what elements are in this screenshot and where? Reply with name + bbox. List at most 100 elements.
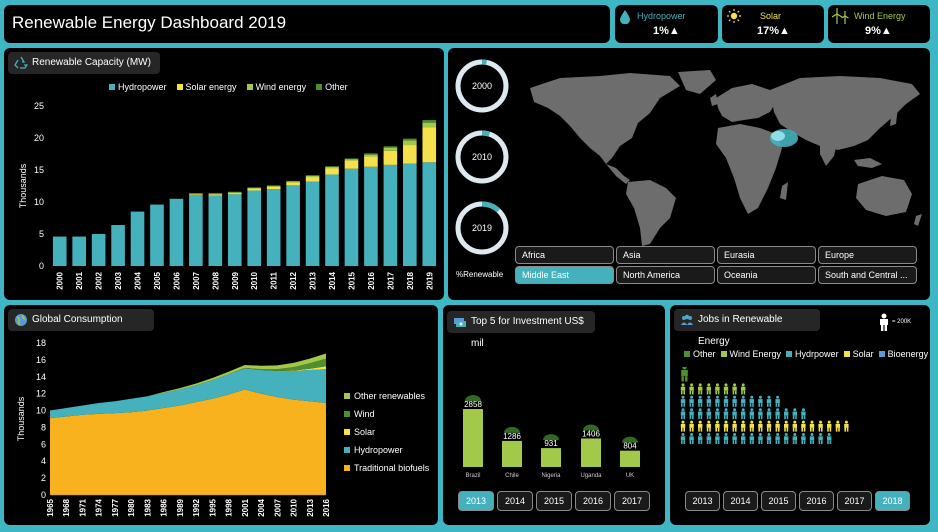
person-icon [680,408,686,420]
person-leg [778,415,780,420]
x-tick-label: 2018 [406,271,415,289]
person-leg [760,415,763,420]
legend-item: Wind [344,405,429,423]
person-head [715,408,719,412]
person-head [750,408,754,412]
legend-label: Traditional biofuels [354,463,430,473]
person-leg [827,440,829,444]
person-leg [775,403,778,407]
person-leg [724,415,726,420]
bar-solar-energy [344,160,359,169]
data-label: 2858 [464,400,482,409]
person-head [758,395,762,399]
person-leg [829,440,832,444]
person-head [784,433,788,436]
region-button[interactable]: North America [616,266,715,284]
bar-solar-energy [383,150,398,165]
data-label: 931 [544,439,558,448]
person-body [723,386,729,391]
page-title: Renewable Energy Dashboard 2019 [12,13,287,32]
person-icon [715,420,720,432]
bar-hydropower [364,166,378,266]
year-button[interactable]: 2017 [837,491,872,511]
region-button[interactable]: Eurasia [717,246,816,264]
bar-other [247,187,262,188]
person-body [784,423,789,428]
person-leg [732,440,735,444]
year-button[interactable]: 2017 [614,491,650,511]
bar-other [286,180,300,182]
year-button[interactable]: 2015 [536,491,572,511]
person-leg [821,428,823,432]
bar-wind-energy [286,181,300,183]
person-leg [767,403,769,407]
person-leg [717,440,720,444]
region-button[interactable]: Europe [818,246,917,264]
person-leg [689,428,692,432]
x-tick-label: 2016 [367,271,376,289]
year-button[interactable]: 2013 [685,491,720,511]
person-body [706,411,711,416]
person-icon [732,420,737,432]
person-body [801,423,806,428]
person-head [836,420,840,424]
person-head [758,433,762,436]
year-button[interactable]: 2018 [875,491,910,511]
bar-cap [465,395,481,401]
donut-caption: %Renewable [456,270,504,279]
person-body [732,436,737,441]
legend-item: Hydropower [344,441,429,459]
person-leg [775,428,778,432]
person-icon [723,383,729,395]
x-tick-label: 2004 [257,498,266,516]
person-head [681,383,685,387]
year-button[interactable]: 2014 [497,491,533,511]
person-head [698,383,702,387]
person-icon [792,433,797,444]
person-head [715,383,719,387]
investment-bar [620,450,640,467]
year-button[interactable]: 2013 [458,491,494,511]
person-icon [732,383,737,395]
person-leg [732,428,735,432]
sun-icon [727,9,741,23]
person-head [724,408,728,412]
bar-cap [622,436,638,443]
x-tick-label: Chile [505,473,519,479]
region-button[interactable]: Africa [515,246,614,264]
person-body [818,436,823,441]
year-button[interactable]: 2015 [761,491,796,511]
year-button[interactable]: 2016 [799,491,834,511]
region-button[interactable]: Oceania [717,266,816,284]
bar-other [208,193,223,194]
bar-wind-energy [422,122,437,128]
region-button[interactable]: Asia [616,246,715,264]
consumption-chart: 0 2 4 6 8 10 12 14 16 18 Thousands 1965 1968 1971 1974… [16,338,331,517]
region-button[interactable]: South and Central ... [818,266,917,284]
data-label: 1286 [503,432,521,441]
bar-hydropower [52,236,67,266]
x-tick-label: 2009 [231,271,240,289]
person-leg [803,415,806,420]
person-leg [803,428,806,432]
kpi-label: Solar [760,11,782,21]
year-button[interactable]: 2014 [723,491,758,511]
year-button[interactable]: 2016 [575,491,611,511]
person-head [698,408,702,412]
y-tick-label: 5 [39,229,44,239]
person-head [724,433,728,436]
person-leg [743,403,746,407]
bar-hydropower [169,198,184,266]
person-body [689,436,694,441]
person-leg [724,390,726,395]
bar-hydropower [422,162,437,266]
person-leg [700,440,703,444]
bar-hydropower [286,185,300,266]
person-leg [706,415,709,420]
x-tick-label: 1998 [225,498,234,516]
person-body [827,436,832,441]
consumption-panel: Global Consumption Other renewables Wind… [4,305,438,525]
bar-hydropower [305,181,320,266]
person-head [801,408,805,412]
region-button[interactable]: Middle East [515,266,614,284]
